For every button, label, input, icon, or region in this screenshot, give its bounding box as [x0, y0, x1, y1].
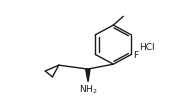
Text: HCl: HCl — [140, 43, 155, 52]
Text: NH$_2$: NH$_2$ — [79, 84, 97, 96]
Polygon shape — [86, 69, 90, 82]
Text: F: F — [134, 51, 139, 60]
